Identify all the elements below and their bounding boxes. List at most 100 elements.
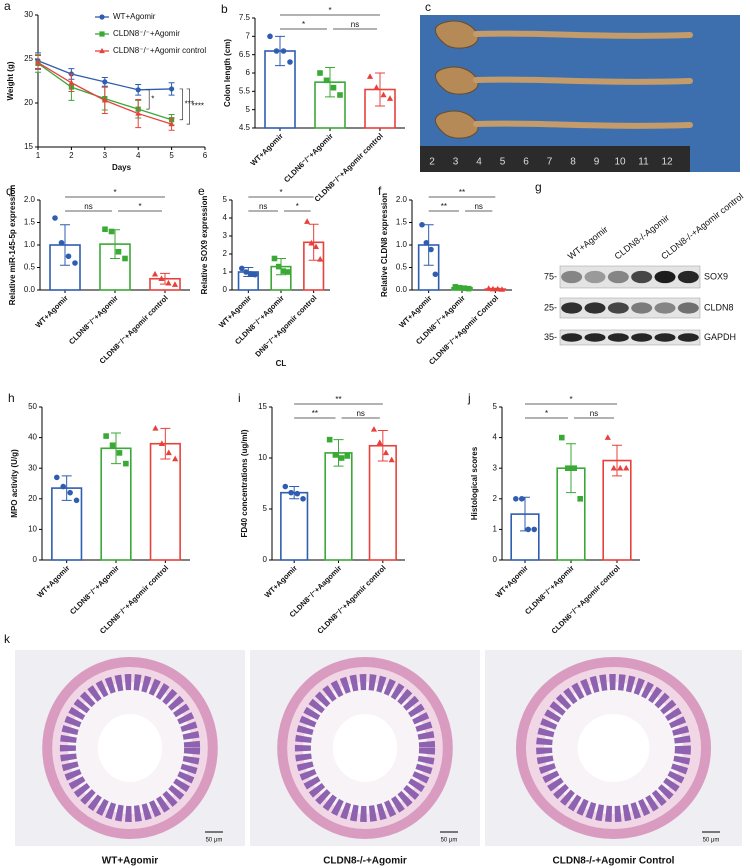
marker <box>577 496 583 502</box>
y-tick-label: 1.0 <box>24 240 36 249</box>
x-tick-label: CLDN8⁻/⁻+Agomir <box>523 563 576 616</box>
marker <box>312 243 320 250</box>
panel-label: f <box>378 184 382 198</box>
x-tick-label: 2 <box>69 151 74 160</box>
marker <box>376 439 383 445</box>
panel-label: d <box>6 184 13 198</box>
colon <box>434 20 479 49</box>
y-axis-label: Relative SOX9 expression <box>200 196 209 295</box>
marker <box>332 452 339 458</box>
blot-band <box>631 270 653 284</box>
significance-label: **** <box>192 102 204 111</box>
significance-label: ** <box>441 202 447 211</box>
marker <box>158 275 165 281</box>
y-tick-label: 30 <box>24 10 33 19</box>
marker <box>168 121 175 127</box>
significance-label: ns <box>356 409 364 418</box>
y-tick-label: 3 <box>223 231 228 240</box>
x-tick-label: CLDN8⁻/⁻+Agomir <box>68 563 121 616</box>
marker <box>99 47 105 54</box>
marker <box>386 95 394 101</box>
marker <box>423 239 430 246</box>
y-tick-label: 1.5 <box>24 218 36 227</box>
marker <box>518 496 525 502</box>
y-tick-label: 50 <box>28 402 37 411</box>
marker <box>65 253 72 260</box>
marker <box>617 464 624 471</box>
significance-label: * <box>302 20 305 29</box>
marker <box>330 84 337 91</box>
blot-band <box>561 302 583 314</box>
y-axis-label: Colon length (cm) <box>223 39 232 107</box>
marker <box>564 465 571 471</box>
x-tick-label: DN6⁻/⁻+Agomir control <box>253 293 318 358</box>
ruler-label: 11 <box>638 157 649 168</box>
blot-band <box>584 333 606 342</box>
marker <box>252 271 258 278</box>
marker <box>317 70 323 76</box>
marker <box>282 483 289 490</box>
y-tick-label: 2.0 <box>24 195 36 204</box>
scale-bar-label: 50 μm <box>206 838 223 844</box>
marker <box>559 434 565 441</box>
y-tick-label: 0.0 <box>24 285 36 294</box>
significance-bracket <box>179 88 183 121</box>
x-tick-label: WT+Agomir <box>397 293 433 329</box>
ruler-label: 10 <box>614 157 626 168</box>
blot-band <box>654 270 676 284</box>
blot-band <box>654 302 676 314</box>
legend-label: CLDN8⁻/⁻+Agomir control <box>113 46 206 55</box>
marker <box>456 284 463 291</box>
blot-marker: 25- <box>544 302 557 312</box>
marker <box>108 228 115 235</box>
scale-bar-label: 50 μm <box>703 838 720 844</box>
panel-label: a <box>4 0 11 13</box>
y-tick-label: 6 <box>246 68 251 77</box>
y-tick-label: 0 <box>263 555 268 564</box>
bar <box>280 491 309 561</box>
y-tick-label: 1.5 <box>396 218 408 227</box>
ruler-label: 4 <box>476 157 482 168</box>
y-tick-label: 5.5 <box>239 86 251 95</box>
marker <box>169 86 175 92</box>
significance-label: ** <box>312 409 318 418</box>
ruler <box>420 146 690 172</box>
marker <box>158 440 165 446</box>
marker <box>432 271 439 278</box>
ruler-label: 7 <box>547 157 553 168</box>
panel-label: k <box>4 632 11 646</box>
blot-band <box>677 333 699 342</box>
lane-label: CLDN8-/-+Agomir control <box>659 191 745 261</box>
y-tick-label: 40 <box>28 433 37 442</box>
blot-band <box>607 270 629 284</box>
ruler-label: 12 <box>661 157 673 168</box>
x-tick-label: WT+Agomir <box>494 563 530 599</box>
blot-band <box>631 333 653 342</box>
x-axis-label: Days <box>112 163 132 172</box>
marker <box>370 426 378 432</box>
image-caption: CLDN8-/-+Agomir Control <box>553 856 675 867</box>
marker <box>428 246 434 253</box>
y-tick-label: 1 <box>223 267 228 276</box>
marker <box>300 496 306 502</box>
y-tick-label: 10 <box>28 525 37 534</box>
error-bar <box>423 224 434 266</box>
significance-label: ns <box>259 202 267 211</box>
marker <box>419 221 425 228</box>
marker <box>68 79 75 85</box>
lumen <box>332 714 398 782</box>
marker <box>452 284 459 290</box>
marker <box>115 248 122 255</box>
marker <box>239 265 245 272</box>
y-tick-label: 6.5 <box>239 50 251 59</box>
marker <box>304 218 311 224</box>
error-bar <box>275 35 285 67</box>
marker <box>317 256 324 262</box>
error-bar <box>60 224 70 266</box>
blot-protein: CLDN8 <box>704 302 734 312</box>
significance-label: ** <box>335 395 341 404</box>
marker <box>103 433 109 439</box>
marker <box>288 489 294 496</box>
y-tick-label: 4 <box>223 213 228 222</box>
